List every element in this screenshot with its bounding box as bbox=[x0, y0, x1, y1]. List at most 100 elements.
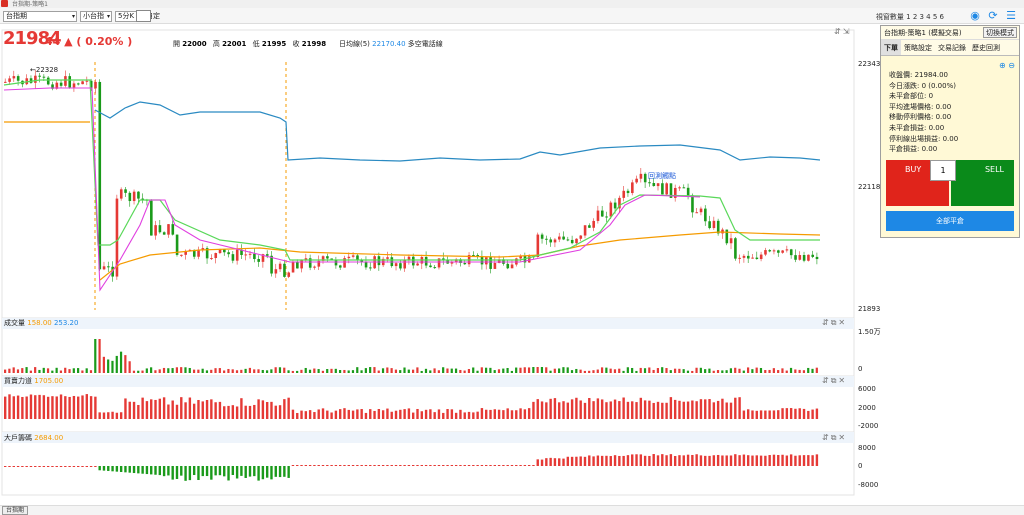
power-bar bbox=[699, 399, 703, 419]
volume-bar bbox=[167, 368, 170, 373]
volume-bar bbox=[682, 369, 685, 373]
bigplayer-bar bbox=[51, 466, 54, 467]
bigplayer-bar bbox=[527, 465, 531, 466]
main-pane-tools[interactable]: ⇵⇲ bbox=[834, 27, 852, 36]
view-count-selector[interactable]: 視窗數量 1 2 3 4 5 6 bbox=[875, 13, 944, 21]
power-bar bbox=[635, 402, 638, 419]
close-value: 21998 bbox=[301, 40, 327, 48]
volume-bar bbox=[64, 367, 67, 373]
close-all-button[interactable]: 全部平倉 bbox=[886, 211, 1014, 231]
sub-pane-header bbox=[2, 376, 854, 387]
bigplayer-bar bbox=[223, 466, 226, 477]
bigplayer-bar bbox=[605, 455, 608, 466]
candle-body bbox=[330, 258, 333, 260]
product-select[interactable]: 小台指 ▾ bbox=[80, 11, 112, 22]
power-pane-tools[interactable]: ⇵⧉✕ bbox=[822, 376, 848, 385]
power-bar bbox=[549, 398, 552, 419]
bigplayer-bar bbox=[454, 465, 458, 466]
volume-pane-tools[interactable]: ⇵⧉✕ bbox=[822, 318, 848, 327]
symbol-select[interactable]: 台指期 ▾ bbox=[3, 11, 77, 22]
power-bar bbox=[21, 396, 24, 419]
bigplayer-bar bbox=[399, 465, 402, 466]
bigplayer-bar bbox=[154, 466, 157, 475]
power-bar bbox=[678, 400, 681, 419]
tab-order[interactable]: 下單 bbox=[881, 40, 901, 55]
candle-body bbox=[8, 78, 11, 82]
candle-body bbox=[296, 262, 299, 269]
zoom-controls[interactable]: ⊕ ⊖ bbox=[999, 61, 1015, 70]
candle-body bbox=[785, 249, 789, 251]
product-select-value: 小台指 bbox=[83, 12, 104, 20]
bigplayer-bar bbox=[777, 454, 780, 466]
candle-body bbox=[661, 183, 664, 195]
candle-body bbox=[201, 248, 205, 250]
power-bar bbox=[287, 397, 290, 419]
power-bar bbox=[248, 405, 252, 419]
sell-button[interactable]: SELL bbox=[951, 160, 1014, 206]
tab-trade-log[interactable]: 交易記錄 bbox=[938, 44, 966, 52]
zoom-in-icon[interactable]: ⊕ bbox=[999, 61, 1006, 70]
power-bar bbox=[540, 401, 544, 419]
bigplayer-bar bbox=[643, 455, 647, 466]
location-pin-icon[interactable]: ◉ bbox=[970, 9, 980, 22]
zoom-out-icon[interactable]: ⊖ bbox=[1008, 61, 1015, 70]
candle-body bbox=[497, 259, 501, 263]
volume-bar bbox=[815, 367, 818, 373]
candle-body bbox=[545, 238, 548, 240]
bigplayer-bar bbox=[515, 465, 518, 466]
volume-bar bbox=[257, 369, 260, 373]
volume-bar bbox=[68, 369, 71, 373]
volume-bar bbox=[734, 367, 737, 373]
power-title: 買賣力道 bbox=[4, 377, 32, 385]
candle-body bbox=[622, 190, 626, 198]
power-bar bbox=[29, 394, 33, 419]
bottom-symbol-tab[interactable]: 台指期 bbox=[2, 506, 29, 515]
custom-input[interactable] bbox=[136, 10, 151, 22]
volume-bar bbox=[545, 367, 548, 373]
bigplayer-bar bbox=[59, 466, 63, 467]
bigplayer-bar bbox=[510, 465, 514, 466]
bigplayer-bar bbox=[420, 465, 423, 466]
candle-body bbox=[669, 183, 673, 198]
bigplayer-pane-tools[interactable]: ⇵⧉✕ bbox=[822, 433, 848, 442]
quantity-input[interactable]: 1 bbox=[930, 160, 956, 181]
volume-bar bbox=[115, 355, 118, 373]
sub-pane-header bbox=[2, 318, 854, 329]
power-bar bbox=[46, 396, 50, 419]
power-bar bbox=[669, 397, 673, 419]
switch-mode-button[interactable]: 切換模式 bbox=[983, 27, 1017, 38]
volume-bar bbox=[648, 367, 651, 373]
power-bar bbox=[545, 402, 548, 419]
chevron-down-icon: ▾ bbox=[71, 13, 75, 20]
price-change: 44 ▲ ( 0.20% ) bbox=[45, 35, 133, 48]
tab-strategy[interactable]: 策略設定 bbox=[904, 44, 932, 52]
bigplayer-bar bbox=[141, 466, 144, 474]
volume-bar bbox=[424, 368, 428, 373]
trailing-line-magenta bbox=[3, 87, 701, 292]
bigplayer-bar bbox=[8, 466, 11, 467]
volume-bar bbox=[626, 367, 629, 373]
volume-bar bbox=[420, 370, 423, 373]
candle-body bbox=[600, 210, 604, 217]
power-bar bbox=[815, 408, 819, 419]
price-chart[interactable] bbox=[0, 24, 860, 505]
candle-body bbox=[261, 254, 265, 262]
power-bar bbox=[25, 396, 28, 419]
volume-bar bbox=[51, 370, 54, 373]
ma-line-blue bbox=[94, 101, 821, 162]
candle-body bbox=[205, 248, 209, 259]
bigplayer-bar bbox=[489, 465, 492, 466]
volume-bar bbox=[480, 367, 483, 373]
power-bar bbox=[661, 402, 664, 419]
bigplayer-bar bbox=[403, 465, 406, 466]
power-bar bbox=[167, 404, 170, 419]
power-bar bbox=[454, 412, 458, 419]
tab-backtest[interactable]: 歷史回測 bbox=[972, 44, 1000, 52]
refresh-icon[interactable]: ⟳ bbox=[988, 9, 998, 22]
power-bar bbox=[643, 400, 647, 419]
user-list-icon[interactable]: ☰ bbox=[1006, 9, 1016, 22]
power-bar bbox=[94, 396, 97, 419]
volume-bar bbox=[25, 367, 28, 373]
bigplayer-bar bbox=[751, 455, 754, 466]
power-bar bbox=[686, 401, 690, 419]
